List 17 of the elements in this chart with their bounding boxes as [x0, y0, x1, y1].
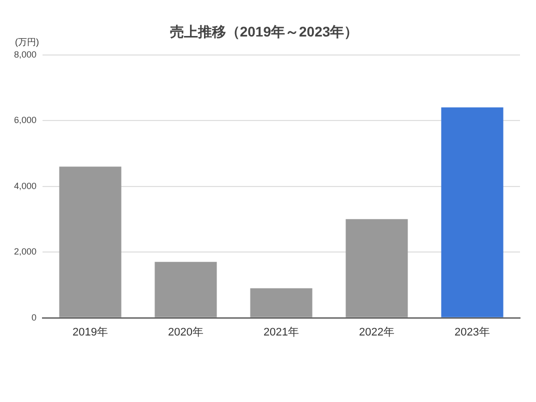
- x-tick-label: 2022年: [359, 326, 394, 338]
- chart-title: 売上推移（2019年～2023年）: [170, 23, 358, 40]
- x-tick-label: 2023年: [454, 326, 490, 338]
- bar: [441, 107, 504, 318]
- y-tick-label: 8,000: [14, 49, 37, 60]
- y-tick-label: 0: [32, 312, 37, 322]
- bar: [250, 288, 312, 318]
- bar: [59, 166, 122, 318]
- x-tick-label: 2019年: [72, 326, 108, 338]
- bar: [154, 262, 217, 318]
- y-tick-label: 6,000: [14, 115, 37, 126]
- y-tick-label: 2,000: [14, 246, 37, 257]
- y-axis-title: (万円): [15, 36, 39, 47]
- y-tick-label: 4,000: [14, 180, 37, 191]
- x-tick-label: 2020年: [168, 326, 204, 338]
- bar: [346, 219, 408, 318]
- x-tick-label: 2021年: [264, 326, 300, 338]
